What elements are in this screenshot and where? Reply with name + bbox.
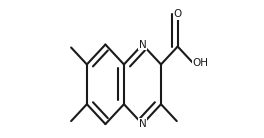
Text: OH: OH [193, 58, 209, 68]
Text: N: N [139, 40, 146, 50]
Text: O: O [173, 9, 182, 19]
Text: N: N [139, 119, 146, 129]
